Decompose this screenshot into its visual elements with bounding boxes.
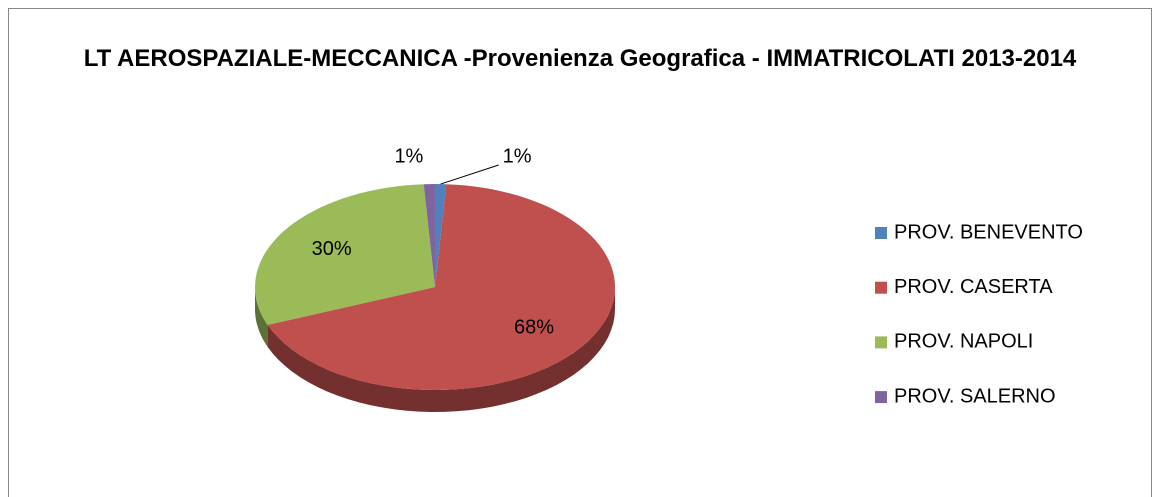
data-label: 1%: [394, 145, 423, 167]
slice-side: [255, 287, 268, 347]
slice: [435, 184, 447, 287]
slice: [255, 184, 435, 325]
legend-swatch: [875, 227, 887, 239]
leader-line: [440, 164, 499, 185]
slice-side: [267, 287, 615, 412]
legend-swatch: [875, 391, 887, 404]
legend-label: PROV. BENEVENTO: [894, 221, 1083, 243]
legend-label: PROV. NAPOLI: [894, 331, 1033, 353]
chart-title: LT AEROSPAZIALE-MECCANICA -Provenienza G…: [83, 45, 1077, 72]
legend-swatch: [875, 281, 887, 294]
data-label: 68%: [514, 316, 554, 338]
legend-label: PROV. SALERNO: [894, 385, 1056, 407]
data-label: 30%: [312, 238, 352, 260]
slice: [423, 184, 435, 287]
legend-swatch: [875, 336, 887, 349]
legend-label: PROV. CASERTA: [894, 276, 1053, 298]
data-label: 1%: [503, 145, 532, 167]
slice: [267, 184, 615, 390]
